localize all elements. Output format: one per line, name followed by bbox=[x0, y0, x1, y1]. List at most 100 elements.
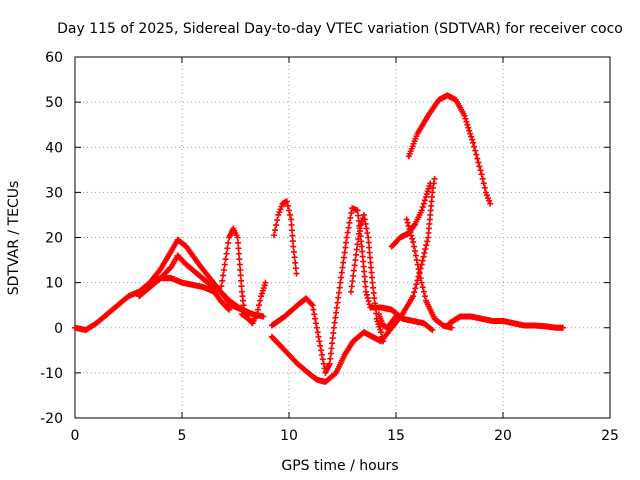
data-point bbox=[429, 327, 436, 334]
data-point bbox=[225, 239, 232, 246]
data-point bbox=[317, 342, 324, 349]
data-point bbox=[360, 263, 367, 270]
data-point bbox=[421, 197, 428, 204]
data-point bbox=[393, 313, 399, 320]
data-point bbox=[318, 347, 325, 354]
data-point bbox=[221, 261, 228, 268]
data-point bbox=[362, 278, 369, 285]
data-point bbox=[289, 232, 296, 239]
data-point bbox=[361, 268, 368, 275]
data-point bbox=[320, 360, 327, 367]
data-point bbox=[365, 234, 372, 241]
data-point bbox=[361, 216, 368, 223]
series-track-g bbox=[271, 198, 300, 277]
data-point bbox=[477, 167, 484, 174]
data-point bbox=[427, 180, 434, 187]
data-point bbox=[473, 151, 480, 158]
data-point bbox=[337, 279, 344, 286]
data-point bbox=[354, 207, 361, 214]
data-point bbox=[329, 335, 336, 342]
data-point bbox=[327, 350, 334, 357]
x-tick-label: 5 bbox=[178, 428, 187, 444]
data-point bbox=[352, 257, 359, 264]
data-point bbox=[360, 258, 367, 265]
data-point bbox=[350, 272, 357, 279]
chart-title: Day 115 of 2025, Sidereal Day-to-day VTE… bbox=[57, 21, 623, 37]
data-point bbox=[333, 304, 340, 311]
data-point bbox=[412, 285, 419, 292]
data-point bbox=[343, 239, 350, 246]
data-point bbox=[336, 284, 343, 291]
data-point bbox=[410, 239, 417, 246]
series-track-j bbox=[375, 311, 399, 331]
y-tick-label: -20 bbox=[40, 411, 63, 427]
data-point bbox=[363, 288, 370, 295]
data-point bbox=[410, 293, 417, 300]
data-point bbox=[288, 221, 295, 228]
data-point bbox=[359, 248, 366, 255]
y-tick-label: 0 bbox=[54, 321, 63, 337]
data-point bbox=[420, 288, 427, 295]
data-point bbox=[478, 171, 485, 178]
data-point bbox=[272, 227, 279, 234]
data-point bbox=[290, 248, 297, 255]
data-point bbox=[355, 212, 362, 219]
data-point bbox=[236, 256, 243, 263]
data-point bbox=[278, 203, 285, 210]
data-point bbox=[360, 211, 367, 218]
series-track-m bbox=[405, 92, 494, 207]
data-point bbox=[355, 230, 362, 237]
data-point bbox=[238, 277, 245, 284]
series-track-l bbox=[403, 216, 455, 331]
data-point bbox=[292, 265, 299, 272]
axis-ticks bbox=[74, 56, 611, 419]
data-point bbox=[226, 306, 233, 313]
data-point bbox=[235, 245, 242, 252]
data-point bbox=[370, 289, 377, 296]
data-point bbox=[368, 264, 375, 271]
data-point bbox=[340, 259, 347, 266]
y-tick-label: 40 bbox=[45, 140, 63, 156]
data-point bbox=[366, 301, 373, 308]
y-axis-title: SDTVAR / TECUs bbox=[6, 181, 22, 296]
data-point bbox=[472, 147, 479, 154]
x-tick-labels: 0 5 10 15 20 25 bbox=[71, 428, 619, 444]
x-tick-label: 20 bbox=[494, 428, 512, 444]
data-point bbox=[407, 229, 414, 236]
data-point bbox=[357, 222, 364, 229]
data-point bbox=[448, 324, 455, 331]
data-point bbox=[326, 360, 333, 367]
data-point bbox=[354, 241, 361, 248]
data-point bbox=[468, 133, 475, 140]
data-point bbox=[318, 351, 325, 358]
data-point bbox=[314, 329, 321, 336]
data-point bbox=[308, 301, 315, 308]
data-point bbox=[431, 175, 438, 182]
data-point bbox=[220, 272, 227, 279]
data-point bbox=[361, 273, 368, 280]
data-point bbox=[480, 180, 487, 187]
data-point bbox=[418, 207, 425, 214]
data-point bbox=[487, 200, 494, 207]
data-point bbox=[344, 229, 351, 236]
data-point bbox=[417, 275, 424, 282]
data-point bbox=[225, 305, 232, 312]
data-point bbox=[349, 278, 356, 285]
data-point bbox=[311, 311, 318, 318]
data-point bbox=[346, 219, 353, 226]
data-point bbox=[256, 302, 263, 309]
data-point bbox=[367, 254, 374, 261]
data-point bbox=[428, 326, 435, 333]
data-point bbox=[363, 225, 370, 232]
data-point bbox=[338, 274, 345, 281]
data-point bbox=[235, 250, 242, 257]
data-point bbox=[358, 243, 365, 250]
data-point bbox=[422, 246, 429, 253]
data-point bbox=[348, 210, 355, 217]
data-point bbox=[408, 232, 415, 239]
data-point bbox=[331, 319, 338, 326]
data-point bbox=[334, 299, 341, 306]
data-point bbox=[218, 283, 225, 290]
data-point bbox=[339, 264, 346, 271]
data-point bbox=[235, 239, 242, 246]
